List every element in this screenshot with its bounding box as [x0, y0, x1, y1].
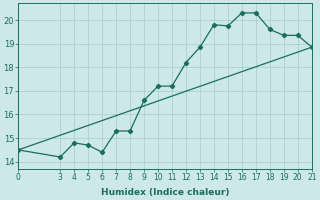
X-axis label: Humidex (Indice chaleur): Humidex (Indice chaleur) [101, 188, 229, 197]
